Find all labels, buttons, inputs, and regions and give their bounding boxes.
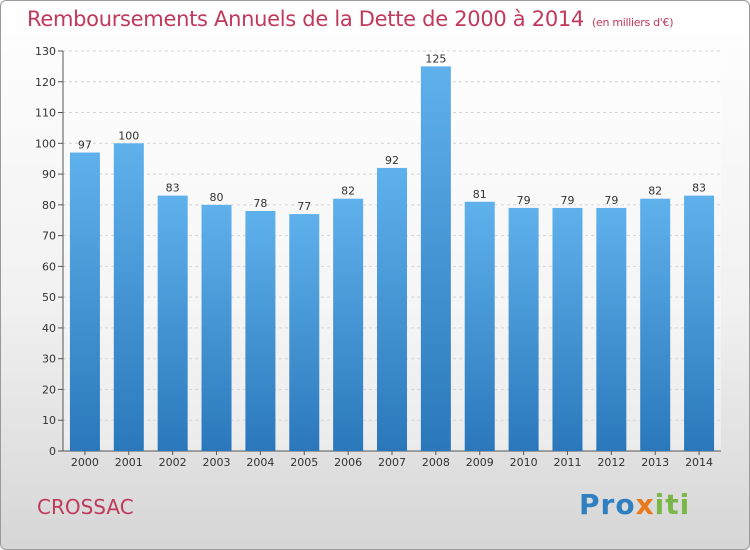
data-label-2005: 77 [297, 200, 311, 213]
bar-2002 [157, 195, 188, 451]
bar-2000 [69, 152, 100, 452]
data-label-2011: 79 [560, 194, 574, 207]
bar-2004 [245, 211, 276, 451]
town-name: CROSSAC [37, 495, 134, 519]
y-tick-label: 90 [42, 168, 56, 181]
y-tick-label: 80 [42, 199, 56, 212]
data-label-2002: 83 [166, 182, 180, 195]
y-tick-label: 130 [35, 45, 56, 58]
bar-2010 [508, 207, 539, 451]
data-label-2000: 97 [78, 139, 92, 152]
data-label-2006: 82 [341, 185, 355, 198]
bar-2008 [420, 66, 451, 451]
data-label-2007: 92 [385, 154, 399, 167]
x-tick-label-2008: 2008 [422, 456, 450, 469]
x-tick-label-2005: 2005 [290, 456, 318, 469]
y-tick-label: 0 [49, 445, 56, 458]
y-tick-label: 70 [42, 230, 56, 243]
data-label-2001: 100 [118, 129, 139, 142]
x-tick-label-2000: 2000 [71, 456, 99, 469]
proxiti-logo: Proxiti [579, 488, 691, 521]
y-tick-label: 120 [35, 76, 56, 89]
data-label-2012: 79 [604, 194, 618, 207]
x-tick-label-2004: 2004 [246, 456, 274, 469]
bar-2012 [596, 207, 627, 451]
x-tick-label-2003: 2003 [203, 456, 231, 469]
x-tick-label-2006: 2006 [334, 456, 362, 469]
y-tick-label: 40 [42, 322, 56, 335]
x-tick-label-2011: 2011 [553, 456, 581, 469]
bar-2001 [113, 143, 144, 452]
bar-2011 [552, 207, 583, 451]
data-label-2004: 78 [253, 197, 267, 210]
y-tick-label: 10 [42, 414, 56, 427]
title-text: Remboursements Annuels de la Dette de 20… [27, 7, 584, 31]
y-tick-label: 50 [42, 291, 56, 304]
x-tick-label-2007: 2007 [378, 456, 406, 469]
data-label-2014: 83 [692, 182, 706, 195]
x-tick-label-2002: 2002 [159, 456, 187, 469]
data-label-2003: 80 [210, 191, 224, 204]
x-tick-label-2010: 2010 [510, 456, 538, 469]
y-tick-label: 20 [42, 383, 56, 396]
x-tick-label-2013: 2013 [641, 456, 669, 469]
x-tick-label-2009: 2009 [466, 456, 494, 469]
bar-2014 [684, 195, 715, 451]
x-tick-label-2001: 2001 [115, 456, 143, 469]
bar-2007 [377, 167, 407, 451]
bar-2006 [333, 198, 364, 451]
bar-2005 [289, 214, 320, 451]
bar-2009 [464, 201, 495, 451]
y-tick-label: 110 [35, 107, 56, 120]
y-tick-label: 60 [42, 260, 56, 273]
data-label-2013: 82 [648, 185, 662, 198]
x-tick-label-2012: 2012 [597, 456, 625, 469]
data-label-2008: 125 [425, 52, 446, 65]
bar-2003 [201, 204, 232, 451]
y-tick-label: 100 [35, 137, 56, 150]
chart-title: Remboursements Annuels de la Dette de 20… [27, 7, 673, 31]
y-tick-label: 30 [42, 353, 56, 366]
x-tick-label-2014: 2014 [685, 456, 713, 469]
data-label-2010: 79 [517, 194, 531, 207]
data-label-2009: 81 [473, 188, 487, 201]
bar-2013 [640, 198, 671, 451]
chart-subtitle: (en milliers d'€) [592, 16, 674, 29]
